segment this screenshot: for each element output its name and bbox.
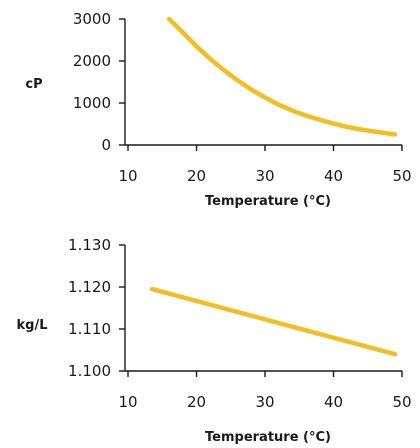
density-x-tick-label: 50 (392, 393, 411, 411)
viscosity-series-line (166, 16, 398, 137)
viscosity-chart: 0 1000 2000 3000 10 20 30 40 50 Temperature (°C) c… (25, 10, 411, 209)
density-x-tick-label: 40 (324, 393, 343, 411)
viscosity-x-tick-label: 50 (392, 167, 411, 185)
viscosity-x-axis-title: Temperature (°C) (205, 194, 331, 209)
density-chart: 1.100 1.110 1.120 1.130 10 20 30 40 50 Temperatur… (17, 236, 412, 445)
density-x-axis-title: Temperature (°C) (205, 430, 331, 445)
density-series-line (149, 286, 398, 357)
viscosity-y-tick-label: 0 (101, 136, 111, 154)
viscosity-x-tick-label: 30 (255, 167, 274, 185)
viscosity-y-axis-title: cP (25, 77, 42, 92)
viscosity-x-tick-label: 40 (324, 167, 343, 185)
viscosity-x-tick-label: 10 (118, 167, 137, 185)
viscosity-y-tick-label: 1000 (73, 94, 111, 112)
viscosity-y-tick-label: 2000 (73, 52, 111, 70)
density-y-tick-label: 1.120 (68, 278, 111, 296)
density-y-tick-label: 1.130 (68, 236, 111, 254)
density-y-axis-title: kg/L (17, 318, 48, 333)
density-x-tick-label: 20 (187, 393, 206, 411)
density-y-tick-label: 1.100 (68, 362, 111, 380)
viscosity-y-tick-label: 3000 (73, 10, 111, 28)
density-x-tick-label: 10 (118, 393, 137, 411)
density-y-tick-label: 1.110 (68, 320, 111, 338)
density-x-tick-label: 30 (255, 393, 274, 411)
viscosity-x-tick-label: 20 (187, 167, 206, 185)
